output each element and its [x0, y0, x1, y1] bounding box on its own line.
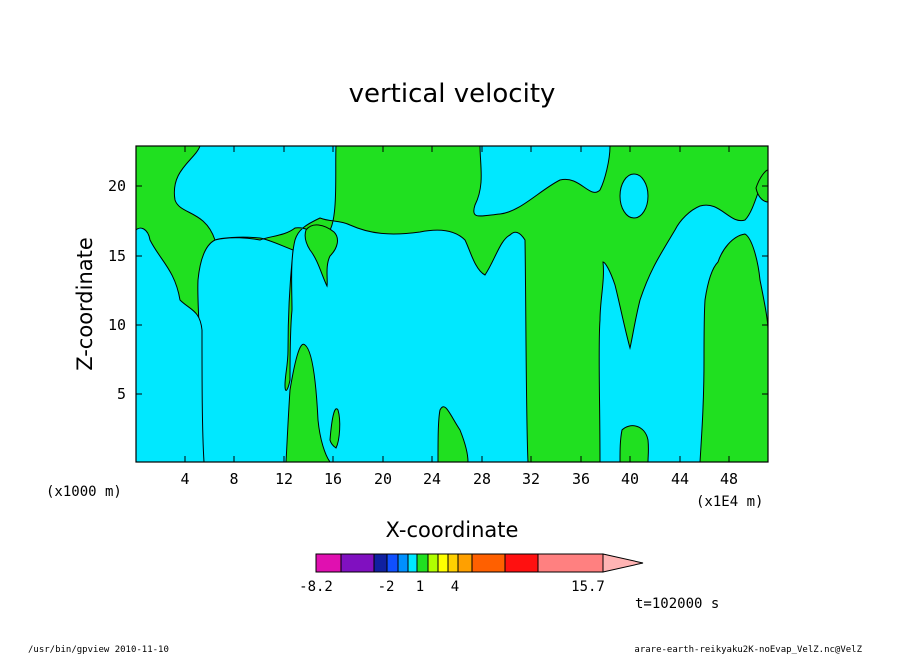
- x-tick-label: 4: [180, 470, 189, 488]
- colorbar-label: 4: [451, 579, 459, 595]
- x-tick-label: 40: [621, 470, 639, 488]
- region-green-17: [304, 224, 338, 288]
- y-tick-label: 5: [117, 385, 126, 403]
- colorbar-swatch: [315, 553, 342, 573]
- x-tick-label: 28: [473, 470, 491, 488]
- colorbar-label: 1: [416, 579, 424, 595]
- x-tick-label: 12: [275, 470, 293, 488]
- x-tick-label: 32: [522, 470, 540, 488]
- colorbar-labels: -8.2 -2 1 4 15.7: [299, 579, 605, 595]
- colorbar-swatch: [437, 553, 449, 573]
- colorbar-swatch: [340, 553, 375, 573]
- x-unit-left: (x1000 m): [46, 484, 122, 500]
- y-tick-label: 15: [108, 247, 126, 265]
- region-green-right: [699, 233, 769, 463]
- colorbar-swatch: [407, 553, 418, 573]
- region-green-25: [437, 406, 469, 463]
- x-tick-label: 24: [423, 470, 441, 488]
- axis-ticks: [136, 146, 768, 462]
- y-tick-label: 20: [108, 177, 126, 195]
- colorbar-swatch: [504, 553, 539, 573]
- plot-frame: [135, 145, 769, 463]
- region-left-cyan: [135, 227, 205, 463]
- footer-left: /usr/bin/gpview 2010-11-10: [28, 645, 169, 654]
- colorbar-swatch: [537, 553, 604, 573]
- colorbar-label: -8.2: [299, 579, 333, 595]
- colorbar-swatch: [427, 553, 439, 573]
- colorbar-arrow: [602, 553, 644, 573]
- colorbar-swatch: [397, 553, 409, 573]
- colorbar-label: 15.7: [571, 579, 605, 595]
- x-tick-labels: 4 8 12 16 20 24 28 32 36 40 44 48: [180, 470, 738, 488]
- region-top-left: [135, 145, 769, 463]
- region-green-40: [619, 425, 649, 463]
- x-axis-label: X-coordinate: [386, 518, 519, 542]
- time-label: t=102000 s: [635, 596, 719, 612]
- x-tick-label: 16: [324, 470, 342, 488]
- y-tick-label: 10: [108, 316, 126, 334]
- x-tick-label: 8: [229, 470, 238, 488]
- colorbar-swatch: [471, 553, 506, 573]
- y-axis-label: Z-coordinate: [73, 237, 97, 371]
- colorbar-swatch: [386, 553, 399, 573]
- x-tick-label: 36: [572, 470, 590, 488]
- colorbar-swatch: [416, 553, 429, 573]
- x-tick-label: 44: [671, 470, 689, 488]
- colorbar: [315, 553, 644, 573]
- colorbar-swatch: [457, 553, 473, 573]
- x-tick-label: 48: [720, 470, 738, 488]
- colorbar-swatch: [373, 553, 388, 573]
- contour-regions: [135, 145, 769, 463]
- region-cyan-island: [619, 173, 649, 219]
- region-green-16: [329, 408, 341, 449]
- chart-title: vertical velocity: [349, 79, 556, 109]
- region-green-14: [285, 343, 331, 463]
- colorbar-label: -2: [378, 579, 395, 595]
- y-tick-labels: 5 10 15 20: [108, 177, 126, 403]
- x-tick-label: 20: [374, 470, 392, 488]
- colorbar-swatch: [447, 553, 459, 573]
- x-unit-right: (x1E4 m): [696, 494, 763, 510]
- footer-right: arare-earth-reikyaku2K-noEvap_VelZ.nc@Ve…: [634, 645, 862, 654]
